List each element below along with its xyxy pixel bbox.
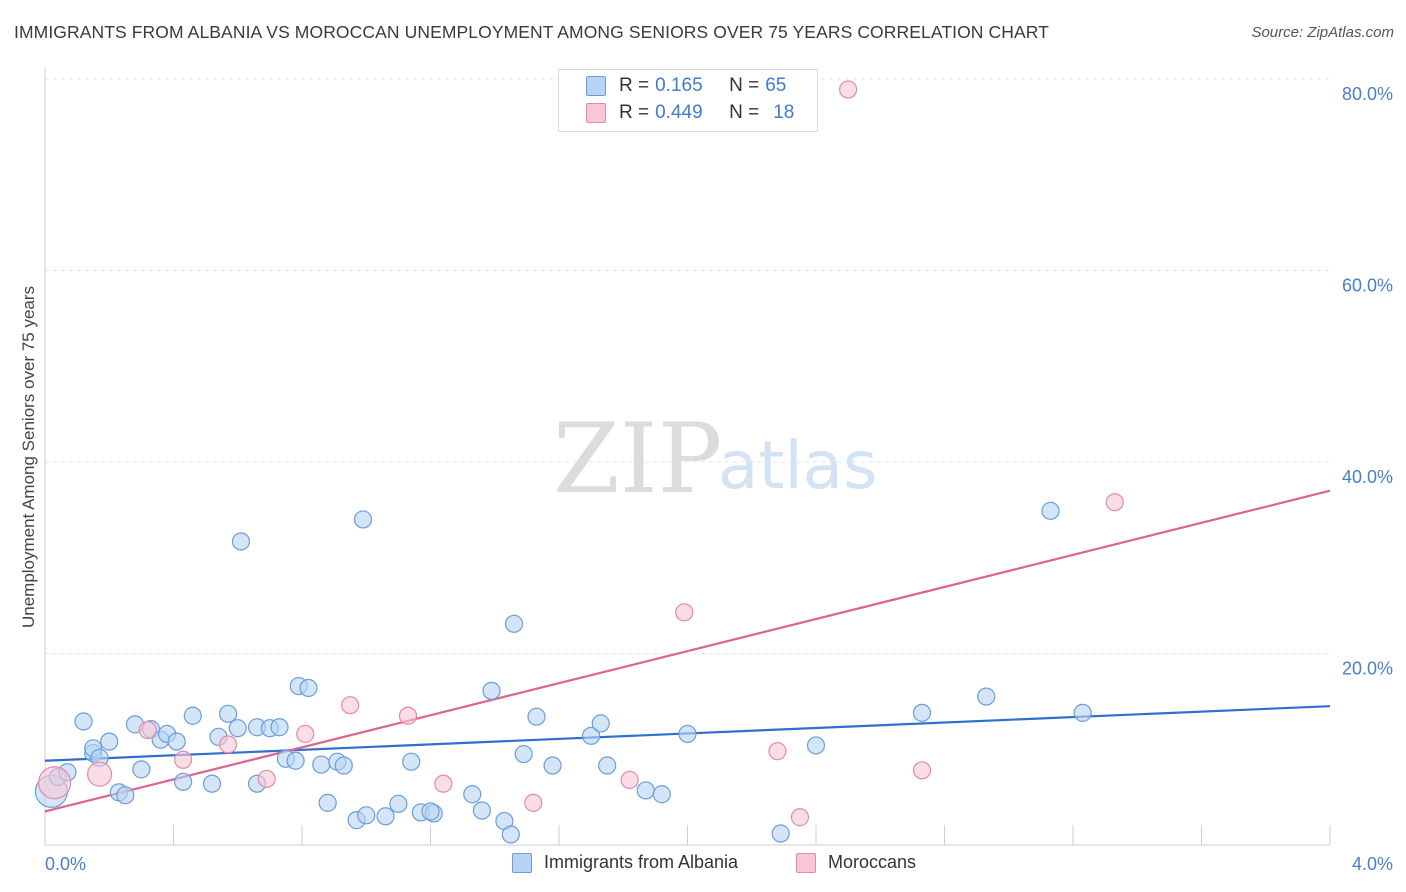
point-moroccan [174, 750, 193, 769]
point-albania [312, 755, 331, 774]
legend-n-label: N = [729, 75, 760, 96]
legend-r-label: R = [619, 75, 650, 96]
legend-r-label: R = [619, 102, 650, 123]
legend-swatch-moroccan [586, 103, 606, 123]
point-albania [421, 802, 440, 821]
point-moroccan [38, 766, 72, 800]
point-albania [132, 760, 151, 779]
point-albania [678, 724, 697, 744]
point-albania [482, 681, 501, 700]
point-albania [202, 774, 222, 793]
point-albania [286, 751, 305, 770]
point-moroccan [839, 80, 858, 99]
watermark: ZIP atlas [553, 403, 878, 515]
point-albania [504, 614, 524, 633]
point-albania [636, 781, 655, 800]
point-moroccan [296, 724, 315, 744]
point-moroccan [1105, 493, 1124, 512]
legend-row-moroccan: R = 0.449 N = 18 [586, 101, 795, 125]
point-moroccan [790, 808, 810, 827]
legend-r-value: 0.165 [655, 75, 703, 96]
bottom-legend-swatch-moroccan [796, 852, 816, 873]
bottom-legend-moroccan: Moroccans [796, 852, 916, 873]
watermark-zip: ZIP [553, 403, 722, 515]
point-albania [598, 756, 617, 775]
point-albania [1041, 501, 1060, 520]
point-albania [74, 712, 93, 731]
point-albania [353, 510, 373, 529]
legend-r-value: 0.449 [655, 102, 703, 123]
point-albania [543, 756, 562, 775]
point-albania [977, 687, 996, 706]
point-albania [1073, 703, 1092, 722]
point-albania [219, 704, 238, 723]
trendline-moroccan [44, 489, 1331, 813]
y-tick-label: 60.0% [1342, 276, 1393, 296]
grid-layer [45, 78, 1330, 654]
point-moroccan [620, 770, 639, 789]
x-tick-label: 4.0% [1352, 854, 1393, 874]
point-albania [652, 785, 671, 804]
legend-n-label: N = [729, 102, 760, 123]
watermark-atlas: atlas [718, 427, 878, 504]
point-moroccan [138, 720, 157, 740]
bottom-legend-label-moroccan: Moroccans [828, 852, 917, 872]
point-albania [183, 706, 202, 725]
point-layer [34, 80, 1124, 844]
point-albania [806, 736, 826, 755]
point-moroccan [768, 742, 787, 761]
chart-title: IMMIGRANTS FROM ALBANIA VS MOROCCAN UNEM… [14, 22, 1049, 42]
point-albania [270, 718, 289, 737]
y-tick-label: 80.0% [1342, 84, 1393, 104]
point-moroccan [524, 793, 543, 812]
bottom-legend-swatch-albania [512, 852, 532, 873]
point-albania [318, 793, 337, 812]
bottom-legend-albania: Immigrants from Albania [512, 852, 738, 873]
point-albania [472, 801, 491, 820]
point-albania [389, 794, 408, 813]
x-tick-label: 0.0% [45, 854, 86, 874]
y-tick-label: 20.0% [1342, 659, 1393, 679]
point-moroccan [219, 735, 238, 754]
point-albania [167, 732, 186, 751]
point-albania [912, 703, 932, 722]
legend-row-albania: R = 0.165 N = 65 [586, 74, 787, 98]
point-albania [582, 726, 601, 745]
point-albania [376, 807, 395, 826]
source-credit: Source: ZipAtlas.com [1251, 24, 1394, 41]
legend-swatch-albania [586, 76, 606, 96]
point-moroccan [912, 761, 932, 780]
y-tick-label: 40.0% [1342, 467, 1393, 487]
point-moroccan [341, 696, 360, 715]
point-moroccan [675, 603, 694, 622]
point-albania [527, 707, 546, 726]
point-moroccan [257, 769, 276, 789]
point-albania [228, 719, 247, 738]
point-albania [514, 744, 533, 764]
point-moroccan [87, 761, 113, 787]
point-albania [174, 772, 193, 791]
point-albania [231, 532, 251, 551]
point-albania [100, 732, 119, 751]
legend-n-value: 65 [765, 75, 787, 96]
correlation-legend: R = 0.165 N = 65 R = 0.449 N = 18 [558, 69, 818, 132]
axis-layer: 20.0% 40.0% 60.0% 80.0% 0.0% 4.0% [44, 67, 1393, 874]
point-albania [771, 824, 790, 843]
bottom-legend-label-albania: Immigrants from Albania [544, 852, 739, 872]
point-moroccan [398, 706, 418, 725]
point-albania [299, 678, 318, 698]
legend-n-value: 18 [773, 102, 795, 123]
point-albania [357, 806, 376, 825]
point-albania [463, 785, 482, 804]
point-moroccan [434, 774, 453, 793]
point-albania [334, 756, 353, 775]
point-albania [501, 825, 520, 844]
point-albania [591, 714, 610, 733]
point-albania [116, 786, 135, 805]
y-axis-label: Unemployment Among Seniors over 75 years [19, 286, 38, 628]
point-albania [402, 752, 421, 771]
